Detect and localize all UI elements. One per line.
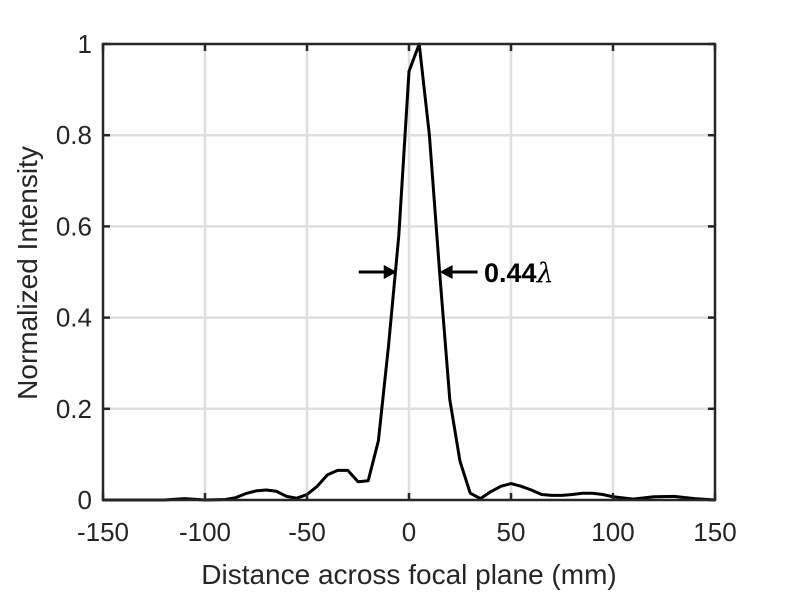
- series-line: [103, 42, 716, 502]
- x-tick-labels: -150 -100 -50 0 50 100 150: [77, 517, 737, 547]
- x-tick-label: 150: [693, 517, 736, 547]
- x-tick-label: 50: [497, 517, 526, 547]
- y-tick-label: 0.8: [56, 120, 92, 150]
- y-axis-label: Normalized Intensity: [12, 146, 43, 400]
- fwhm-value: 0.44: [484, 258, 537, 288]
- x-tick-label: 0: [402, 517, 416, 547]
- x-axis-label: Distance across focal plane (mm): [201, 559, 616, 590]
- y-tick-label: 0.4: [56, 303, 92, 333]
- y-tick-label: 0.6: [56, 211, 92, 241]
- left-arrow-head: [383, 265, 397, 279]
- y-tick-labels: 0 0.2 0.4 0.6 0.8 1: [56, 29, 92, 515]
- fwhm-annotation: 0.44λ: [358, 258, 554, 289]
- x-tick-label: 100: [591, 517, 634, 547]
- y-tick-label: 0.2: [56, 394, 92, 424]
- x-tick-label: -100: [179, 517, 231, 547]
- x-tick-label: -150: [77, 517, 129, 547]
- fwhm-label: 0.44λ: [484, 258, 554, 289]
- x-tick-label: -50: [288, 517, 326, 547]
- y-tick-label: 0: [78, 485, 92, 515]
- lambda-symbol: λ: [536, 258, 554, 289]
- tick-marks: [101, 42, 717, 502]
- series-line-layer: [103, 42, 716, 502]
- grid-lines: [103, 44, 715, 500]
- right-arrow-head: [439, 265, 453, 279]
- y-tick-label: 1: [78, 29, 92, 59]
